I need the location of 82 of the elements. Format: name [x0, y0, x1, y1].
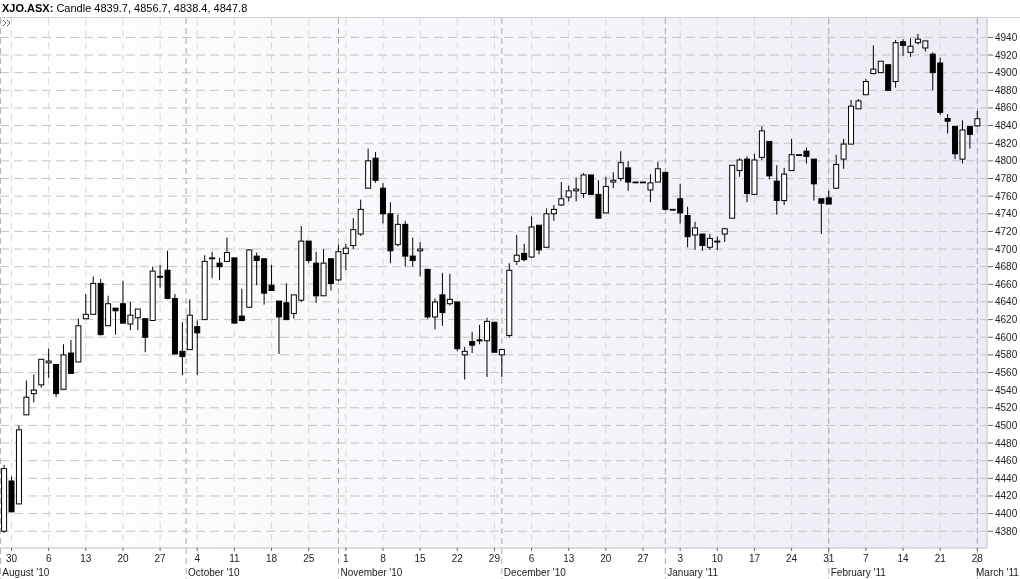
y-tick-label: 4640: [995, 296, 1018, 308]
x-tick-label: 11: [229, 553, 241, 564]
x-tick-label: 30: [5, 553, 18, 564]
x-tick-label: 25: [303, 553, 315, 564]
y-tick-label: 4600: [995, 331, 1018, 343]
y-tick-label: 4400: [995, 508, 1018, 520]
y-tick-label: 4620: [995, 314, 1018, 326]
candlestick: [23, 379, 30, 416]
x-tick-label: 4: [194, 553, 201, 564]
y-tick-label: 4520: [995, 402, 1018, 414]
x-tick-label: 27: [637, 553, 650, 564]
y-tick-label: 4660: [995, 278, 1018, 290]
x-tick-label: 1: [343, 553, 350, 564]
y-tick-label: 4860: [995, 102, 1018, 114]
y-tick-label: 4420: [995, 490, 1018, 502]
y-tick-label: 4760: [995, 190, 1018, 202]
candlestick: [142, 318, 149, 353]
y-tick-label: 4800: [995, 155, 1018, 167]
candlestick: [870, 44, 877, 75]
y-tick-label: 4380: [995, 525, 1018, 537]
x-tick-label: 3: [677, 553, 684, 564]
x-tick-label: 13: [80, 553, 92, 564]
candlestick: [409, 237, 416, 268]
text: November '10: [340, 567, 403, 578]
x-tick-label: 31: [823, 553, 835, 564]
candlestick: [350, 217, 357, 250]
y-tick-label: 4940: [995, 31, 1018, 43]
text: October '10: [188, 567, 240, 578]
y-tick-label: 4700: [995, 243, 1018, 255]
y-tick-label: 4560: [995, 367, 1018, 379]
x-tick-label: 24: [786, 553, 798, 564]
chart-title: XJO.ASX: Candle 4839.7, 4856.7, 4838.4, 4847.8: [2, 2, 248, 14]
candlestick: [833, 154, 840, 190]
y-tick-label: 4840: [995, 120, 1018, 132]
candlestick: [305, 240, 312, 264]
x-tick-label: 14: [897, 553, 910, 564]
y-tick-label: 4720: [995, 225, 1018, 237]
x-tick-label: 13: [563, 553, 575, 564]
x-tick-label: 27: [154, 553, 167, 564]
y-tick-label: 4580: [995, 349, 1018, 361]
x-tick-label: 6: [45, 553, 52, 564]
y-tick-label: 4740: [995, 208, 1018, 220]
x-tick-label: 29: [488, 553, 501, 564]
text: March '11: [976, 567, 1020, 578]
candlestick: [30, 373, 37, 403]
y-tick-label: 4680: [995, 261, 1018, 273]
candlestick: [469, 331, 476, 354]
y-tick-label: 4500: [995, 419, 1018, 431]
candlestick: [907, 37, 914, 58]
text: January '11: [667, 567, 719, 578]
candlestick: [818, 198, 825, 235]
y-tick-label: 4540: [995, 384, 1018, 396]
x-tick-label: 20: [117, 553, 129, 564]
y-tick-label: 4820: [995, 137, 1018, 149]
candlestick: [216, 257, 223, 281]
candlestick: [558, 181, 565, 207]
candlestick: [944, 113, 951, 135]
candlestick: [417, 241, 424, 277]
candlestick: [45, 348, 52, 379]
y-tick-label: 4480: [995, 437, 1018, 449]
x-tick-label: 15: [414, 553, 427, 564]
x-tick-label: 18: [265, 553, 278, 564]
x-tick-label: 20: [600, 553, 612, 564]
x-tick-label: 10: [711, 553, 724, 564]
candlestick: [461, 346, 468, 381]
x-tick-label: 7: [863, 553, 870, 564]
text: August '10: [2, 567, 50, 578]
x-tick-label: 8: [380, 553, 387, 564]
y-tick-label: 4880: [995, 84, 1018, 96]
candlestick: [209, 251, 216, 279]
y-tick-label: 4900: [995, 67, 1018, 79]
y-tick-label: 4460: [995, 455, 1018, 467]
x-tick-label: 28: [971, 553, 984, 564]
x-tick-label: 22: [451, 553, 464, 564]
y-tick-label: 4780: [995, 173, 1018, 184]
y-tick-label: 4440: [995, 472, 1018, 484]
y-tick-label: 4920: [995, 49, 1018, 61]
text: December '10: [503, 567, 567, 578]
x-tick-label: 6: [528, 553, 535, 564]
x-tick-label: 21: [934, 553, 947, 564]
text: February '11: [830, 567, 887, 578]
x-tick-label: 17: [748, 553, 761, 564]
